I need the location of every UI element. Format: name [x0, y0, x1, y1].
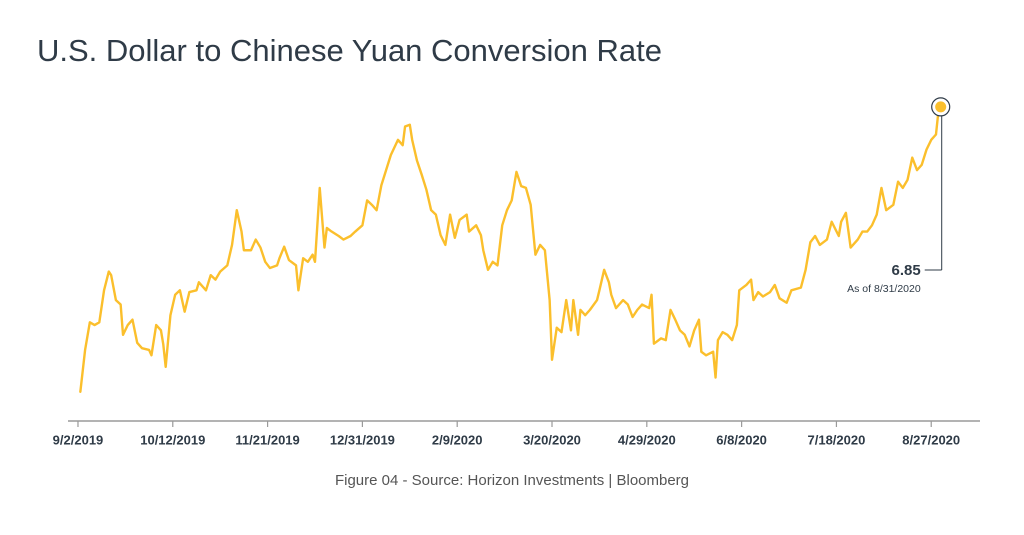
- x-tick-label: 10/12/2019: [140, 432, 205, 447]
- end-note: As of 8/31/2020: [847, 283, 921, 295]
- end-value-label: 6.85: [892, 262, 921, 279]
- x-tick-label: 7/18/2020: [808, 432, 866, 447]
- line: [79, 105, 942, 393]
- chart-title: U.S. Dollar to Chinese Yuan Conversion R…: [37, 33, 662, 68]
- source: Figure 04 - Source: Horizon Investments …: [335, 472, 689, 489]
- x-tick-label: 8/27/2020: [902, 432, 960, 447]
- x-tick-label: 9/2/2019: [53, 432, 104, 447]
- end-point: [935, 101, 947, 113]
- x-tick-label: 12/31/2019: [330, 432, 395, 447]
- x-tick-label: 4/29/2020: [618, 432, 676, 447]
- x-tick-label: 6/8/2020: [716, 432, 767, 447]
- x-tick-label: 11/21/2019: [235, 432, 299, 447]
- x-tick-label: 3/20/2020: [523, 432, 581, 447]
- x-tick-label: 2/9/2020: [432, 432, 483, 447]
